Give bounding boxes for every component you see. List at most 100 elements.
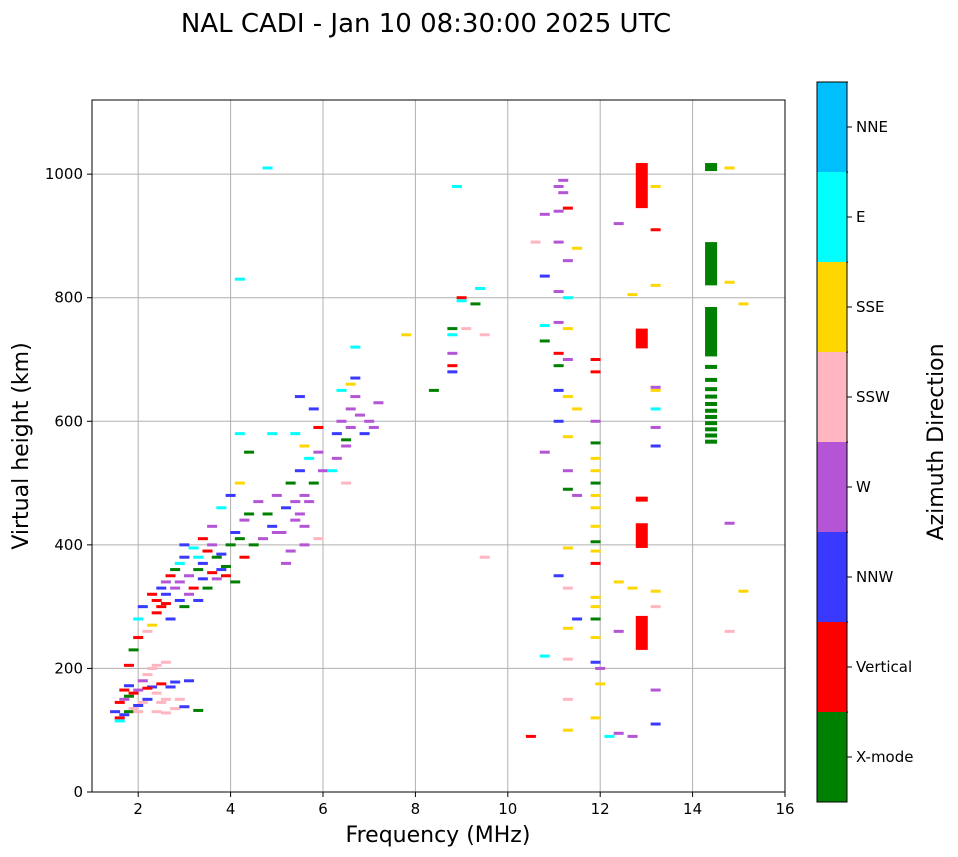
data-point-nnw bbox=[216, 568, 227, 572]
data-point-sse bbox=[738, 302, 749, 306]
data-point-ssw bbox=[341, 481, 352, 485]
data-point-ssw bbox=[160, 711, 171, 715]
echo-stripe-x-mode bbox=[705, 408, 718, 413]
colorbar-swatch-e bbox=[817, 172, 847, 262]
y-axis-ticks: 0 200 400 600 800 1000 bbox=[45, 165, 92, 801]
data-point-nnw bbox=[133, 704, 144, 707]
data-point-x-mode bbox=[179, 605, 190, 609]
colorbar-swatch-ssw bbox=[817, 352, 847, 442]
data-point-x-mode bbox=[470, 302, 481, 306]
data-point-sse bbox=[627, 293, 638, 297]
data-point-x-mode bbox=[341, 438, 352, 442]
data-point-nnw bbox=[165, 685, 176, 689]
data-point-ssw bbox=[160, 697, 171, 701]
data-point-x-mode bbox=[123, 694, 134, 698]
data-point-vertical bbox=[147, 592, 158, 596]
data-point-ssw bbox=[479, 333, 490, 337]
data-point-nnw bbox=[179, 543, 190, 547]
data-point-sse bbox=[345, 382, 356, 386]
data-point-ssw bbox=[562, 657, 573, 661]
x-tick-label: 10 bbox=[498, 800, 517, 818]
echo-stripe-x-mode bbox=[705, 421, 718, 426]
y-axis-label: Virtual height (km) bbox=[9, 342, 34, 549]
data-point-nnw bbox=[170, 680, 181, 684]
x-tick-label: 2 bbox=[133, 800, 143, 818]
data-point-ssw bbox=[479, 555, 490, 559]
data-point-ssw bbox=[133, 710, 144, 714]
data-point-w bbox=[160, 580, 171, 584]
data-point-nnw bbox=[197, 561, 208, 565]
data-point-w bbox=[299, 543, 310, 547]
data-point-w bbox=[341, 444, 352, 448]
data-point-nnw bbox=[123, 684, 134, 688]
echo-block-x-mode bbox=[705, 306, 718, 357]
data-point-e bbox=[234, 277, 245, 281]
data-point-nnw bbox=[553, 388, 564, 392]
echo-stripe-x-mode bbox=[705, 427, 718, 432]
data-point-sse bbox=[590, 493, 601, 497]
colorbar-swatch-nnw bbox=[817, 532, 847, 622]
data-point-e bbox=[262, 166, 273, 170]
data-point-nnw bbox=[553, 419, 564, 423]
data-point-w bbox=[364, 419, 375, 423]
colorbar-swatch-vertical bbox=[817, 622, 847, 712]
data-point-vertical bbox=[133, 636, 144, 640]
data-point-nnw bbox=[230, 531, 241, 534]
data-point-w bbox=[239, 518, 250, 522]
data-point-w bbox=[627, 734, 638, 738]
data-point-w bbox=[285, 549, 296, 553]
data-point-vertical bbox=[151, 598, 162, 602]
echo-block-vertical bbox=[635, 163, 648, 209]
data-point-w bbox=[257, 537, 268, 541]
data-point-sse bbox=[562, 327, 573, 331]
y-tick-label: 1000 bbox=[45, 165, 83, 183]
data-point-x-mode bbox=[590, 540, 601, 544]
data-point-sse bbox=[650, 589, 661, 593]
data-point-x-mode bbox=[248, 543, 259, 547]
data-point-sse bbox=[590, 716, 601, 720]
data-point-nnw bbox=[331, 432, 342, 436]
data-point-x-mode bbox=[447, 327, 458, 331]
data-point-w bbox=[595, 666, 606, 670]
data-point-x-mode bbox=[590, 481, 601, 485]
data-point-e bbox=[604, 734, 615, 738]
data-point-x-mode bbox=[202, 586, 213, 590]
data-point-x-mode bbox=[234, 537, 245, 541]
data-point-e bbox=[650, 407, 661, 411]
data-point-x-mode bbox=[123, 710, 134, 714]
data-point-sse bbox=[562, 626, 573, 630]
grid-lines bbox=[92, 100, 786, 793]
data-point-nnw bbox=[281, 506, 292, 510]
data-point-ssw bbox=[142, 673, 153, 677]
data-point-nnw bbox=[179, 555, 190, 559]
data-point-w bbox=[553, 290, 564, 294]
data-point-e bbox=[451, 185, 462, 188]
data-point-w bbox=[313, 450, 324, 454]
data-point-ssw bbox=[170, 707, 181, 711]
data-point-sse bbox=[590, 549, 601, 553]
colorbar-label-x-mode: X-mode bbox=[856, 748, 913, 766]
echo-block-vertical bbox=[635, 328, 648, 349]
echo-block-x-mode bbox=[705, 163, 718, 172]
data-point-x-mode bbox=[193, 708, 204, 712]
data-point-vertical bbox=[590, 370, 601, 374]
data-point-vertical bbox=[562, 206, 573, 210]
colorbar-label-vertical: Vertical bbox=[856, 658, 912, 676]
data-point-sse bbox=[590, 469, 601, 473]
data-point-nnw bbox=[137, 605, 148, 609]
y-tick-label: 0 bbox=[73, 783, 83, 801]
data-point-sse bbox=[650, 185, 661, 188]
data-point-w bbox=[184, 592, 195, 596]
data-point-sse bbox=[234, 481, 245, 485]
data-point-nnw bbox=[294, 469, 305, 473]
data-point-vertical bbox=[590, 358, 601, 361]
data-point-vertical bbox=[188, 586, 199, 590]
data-point-e bbox=[562, 296, 573, 300]
data-point-e bbox=[267, 432, 278, 436]
data-point-vertical bbox=[156, 605, 167, 609]
data-point-sse bbox=[562, 395, 573, 399]
data-point-x-mode bbox=[244, 512, 255, 516]
data-point-x-mode bbox=[428, 388, 439, 392]
data-point-nnw bbox=[216, 552, 227, 556]
